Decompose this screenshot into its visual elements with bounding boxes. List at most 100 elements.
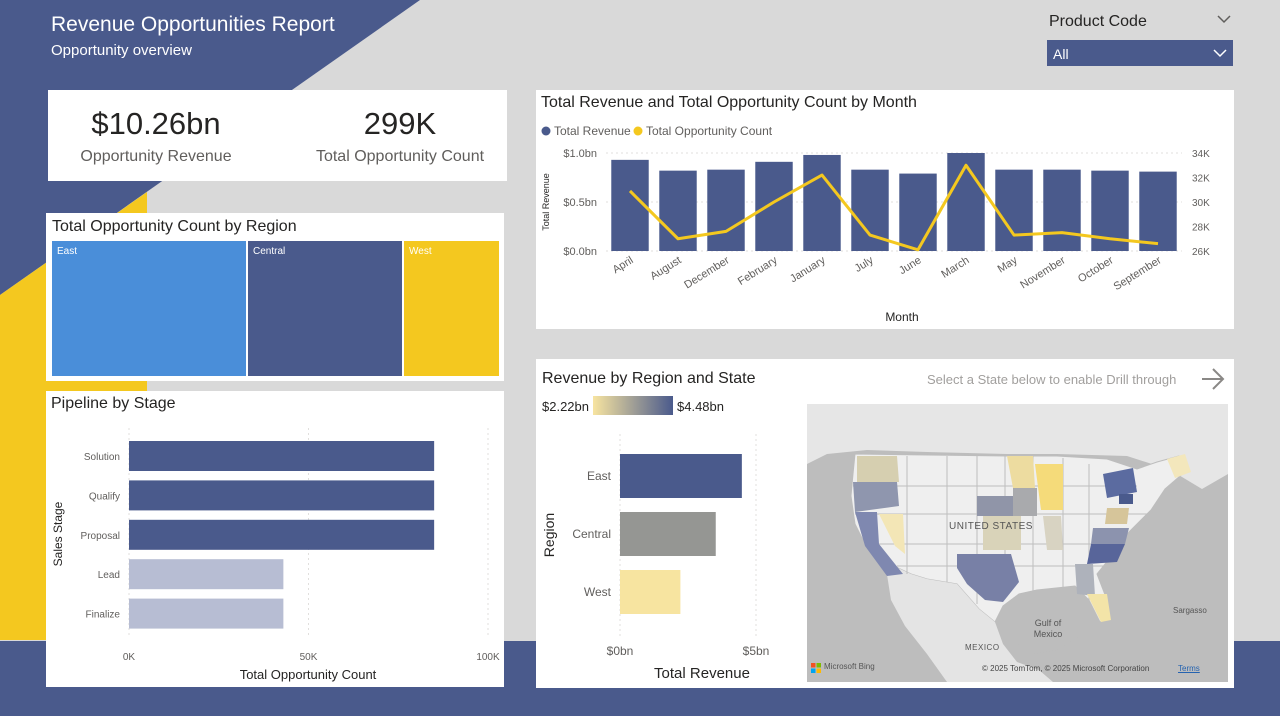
treemap-label-east: East — [57, 246, 78, 257]
y-tick-label: Finalize — [86, 610, 121, 621]
treemap-title: Total Opportunity Count by Region — [52, 218, 297, 235]
drill-through-hint: Select a State below to enable Drill thr… — [927, 372, 1177, 387]
x-tick-label: February — [736, 254, 780, 288]
legend-label: Total Revenue — [554, 124, 631, 138]
pipeline-chart: 0K 50K 100K Solution Qualify Proposal Lead Fina… — [51, 428, 500, 682]
y-tick-label: East — [587, 469, 612, 483]
legend-marker — [541, 126, 551, 136]
kpi-count-value: 299K — [363, 106, 437, 141]
y2-tick-label: 32K — [1192, 174, 1210, 185]
x-tick-label: October — [1076, 254, 1116, 285]
chevron-down-icon[interactable] — [1217, 14, 1231, 24]
pipeline-title: Pipeline by Stage — [51, 395, 176, 412]
color-scale-max: $4.48bn — [677, 399, 724, 414]
combo-card: Total Revenue and Total Opportunity Coun… — [536, 90, 1234, 329]
y-axis-label: Region — [541, 513, 557, 557]
treemap-tile-central[interactable]: Central — [248, 241, 402, 376]
x-tick-label: 0K — [123, 652, 136, 663]
x-tick-label: December — [682, 254, 732, 291]
kpi-opportunity-count[interactable]: 299K Total Opportunity Count — [300, 90, 500, 181]
bar — [620, 570, 681, 614]
x-tick-label: April — [611, 254, 636, 276]
pipeline-card: Pipeline by Stage 0K 50K 100K Solution Quali… — [46, 391, 504, 687]
bar — [1043, 169, 1081, 251]
slicer-selected-value: All — [1053, 46, 1069, 62]
bar — [129, 519, 435, 550]
x-axis-label: Month — [885, 310, 918, 324]
y2-tick-label: 26K — [1192, 247, 1210, 258]
y-tick-label: $1.0bn — [563, 148, 597, 160]
color-scale-bar — [593, 396, 673, 415]
bar — [755, 161, 793, 251]
state-map[interactable]: UNITED STATES Gulf of Mexico MEXICO Sarg… — [807, 404, 1228, 682]
x-tick-label: September — [1112, 254, 1164, 293]
slicer-title: Product Code — [1049, 13, 1147, 30]
legend-marker — [633, 126, 643, 136]
report-subtitle: Opportunity overview — [51, 42, 192, 59]
y-tick-label: Solution — [84, 452, 120, 463]
treemap-tile-west[interactable]: West — [404, 241, 499, 376]
combo-title: Total Revenue and Total Opportunity Coun… — [541, 94, 917, 111]
slicer-dropdown[interactable]: All — [1047, 40, 1233, 66]
report-title: Revenue Opportunities Report — [51, 13, 335, 36]
y-tick-label: $0.5bn — [563, 197, 597, 209]
color-scale-min: $2.22bn — [542, 399, 589, 414]
legend-label: Total Opportunity Count — [646, 124, 773, 138]
bar — [707, 169, 745, 251]
kpi-count-label: Total Opportunity Count — [315, 148, 485, 165]
kpi-revenue[interactable]: $10.26bn Opportunity Revenue — [48, 90, 264, 181]
bar — [620, 454, 742, 498]
x-tick-label: June — [897, 254, 924, 277]
y-tick-label: West — [584, 585, 612, 599]
x-tick-label: August — [648, 254, 683, 282]
bar — [803, 154, 841, 251]
treemap-label-central: Central — [253, 246, 286, 257]
x-tick-label: January — [788, 254, 828, 285]
arrow-right-icon[interactable] — [1200, 367, 1226, 391]
x-axis-label: Total Revenue — [654, 665, 750, 682]
bar — [899, 173, 937, 251]
y-axis-label: Sales Stage — [51, 501, 65, 566]
microsoft-logo-icon — [811, 663, 821, 673]
map-mexico-label: MEXICO — [965, 643, 1000, 652]
y-tick-label: Qualify — [89, 491, 120, 502]
x-tick-label: $0bn — [607, 644, 634, 658]
kpi-revenue-label: Opportunity Revenue — [80, 148, 232, 165]
bar — [129, 441, 435, 471]
map-country-label: UNITED STATES — [949, 521, 1033, 532]
bar — [129, 480, 435, 511]
region-bar-chart: $0bn $5bn East Central West Total Revenue Regi… — [541, 434, 770, 682]
x-axis-label: Total Opportunity Count — [240, 667, 377, 682]
treemap-tile-east[interactable]: East — [52, 241, 246, 376]
x-tick-label: March — [939, 254, 971, 280]
bar — [129, 559, 284, 590]
x-tick-label: November — [1018, 254, 1068, 291]
x-tick-label: $5bn — [743, 644, 770, 658]
bar — [1139, 171, 1177, 251]
y2-tick-label: 34K — [1192, 149, 1210, 160]
y-tick-label: $0.0bn — [563, 246, 597, 258]
combo-chart: Total Revenue Total Opportunity Count $0.0… — [541, 124, 1210, 324]
map-gulf-label: Gulf of Mexico — [1033, 618, 1063, 639]
map-copyright: © 2025 TomTom, © 2025 Microsoft Corporat… — [982, 664, 1150, 673]
line-series — [628, 163, 1159, 252]
bing-logo-text: Microsoft Bing — [824, 662, 875, 671]
region-state-card: Revenue by Region and State Select a Sta… — [536, 359, 1234, 688]
map-sargasso-label: Sargasso — [1173, 606, 1207, 615]
y-tick-label: Lead — [98, 570, 120, 581]
x-tick-label: 50K — [300, 652, 318, 663]
x-tick-label: July — [853, 254, 876, 275]
y2-tick-label: 28K — [1192, 223, 1210, 234]
bar — [620, 512, 716, 556]
y-axis-label: Total Revenue — [541, 173, 551, 231]
map-drawing — [807, 404, 1228, 682]
x-tick-label: 100K — [476, 652, 500, 663]
treemap-card: Total Opportunity Count by Region East C… — [46, 213, 504, 381]
map-terms-link[interactable]: Terms — [1178, 664, 1200, 673]
bar — [129, 598, 284, 629]
y-tick-label: Proposal — [81, 531, 120, 542]
bar — [947, 153, 985, 251]
treemap-label-west: West — [409, 246, 432, 257]
bar — [995, 169, 1033, 251]
y2-tick-label: 30K — [1192, 198, 1210, 209]
